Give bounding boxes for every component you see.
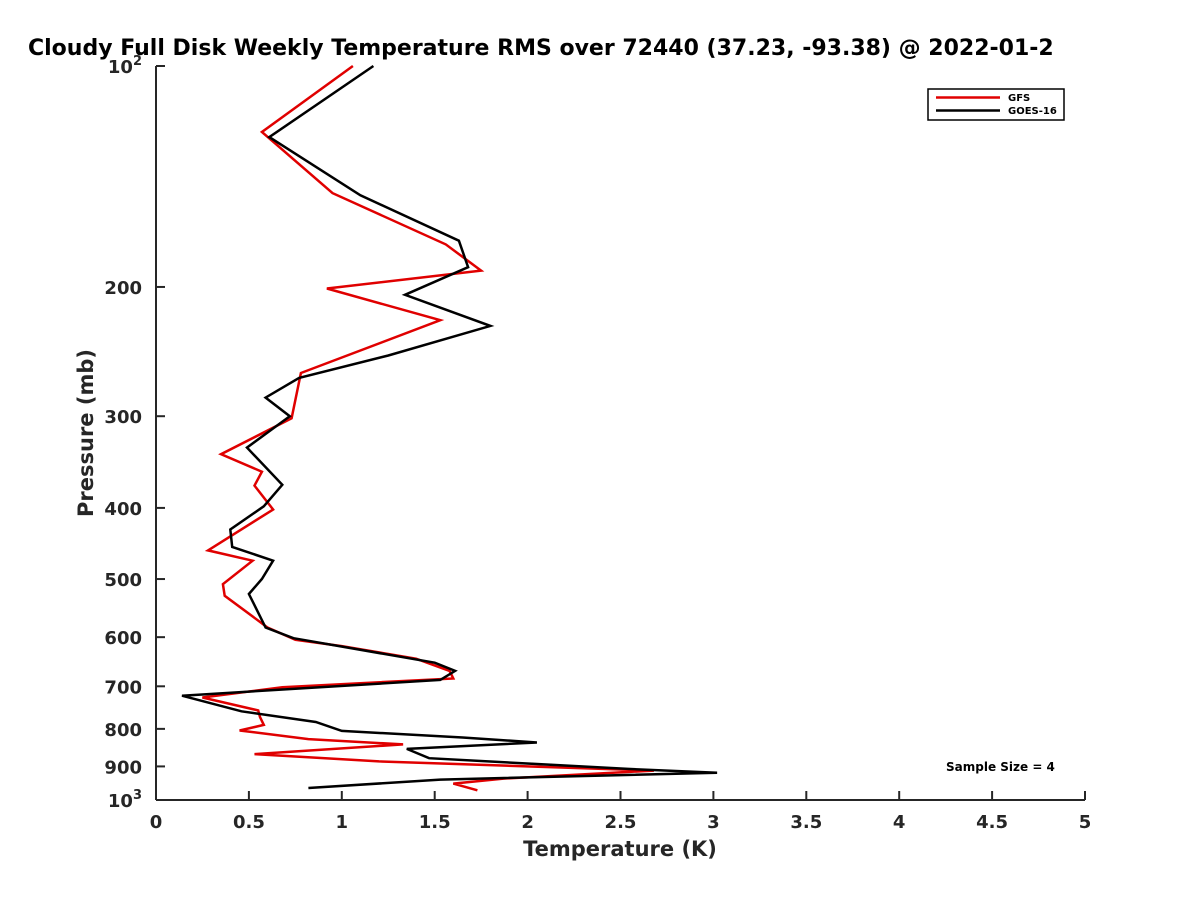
y-tick-label: 900 [104, 757, 142, 778]
series-line-goes-16 [181, 64, 718, 790]
legend-box [927, 88, 1065, 121]
x-tick-label: 3 [707, 812, 720, 833]
ticks-layer: 0 0.5 1 1.5 2 2.5 3 3.5 4 4.5 5 102 200 300 400 500 600 7… [104, 54, 1091, 833]
chart-title: Cloudy Full Disk Weekly Temperature RMS … [28, 36, 1054, 61]
y-tick-label: 300 [104, 407, 142, 428]
y-tick-label: 800 [104, 720, 142, 741]
y-tick-label: 400 [104, 499, 142, 520]
x-tick-label: 2.5 [605, 812, 637, 833]
sample-size-annotation: Sample Size = 4 [946, 760, 1055, 774]
x-tick-label: 4 [893, 812, 906, 833]
legend-label-goes-16: GOES-16 [1008, 106, 1057, 117]
legend: GFS GOES-16 [927, 88, 1065, 121]
x-tick-label: 1 [336, 812, 349, 833]
x-tick-label: 5 [1079, 812, 1092, 833]
x-tick-label: 3.5 [790, 812, 822, 833]
legend-label-gfs: GFS [1008, 93, 1030, 104]
x-tick-label: 4.5 [976, 812, 1008, 833]
y-tick-label: 200 [104, 278, 142, 299]
y-tick-label: 103 [108, 788, 142, 812]
x-tick-label: 0.5 [233, 812, 265, 833]
series-layer [181, 64, 718, 792]
y-axis-label: Pressure (mb) [74, 349, 98, 517]
y-tick-label: 102 [108, 54, 142, 78]
x-tick-label: 1.5 [419, 812, 451, 833]
x-tick-label: 2 [521, 812, 534, 833]
x-axis-label: Temperature (K) [523, 837, 717, 861]
y-tick-label: 600 [104, 628, 142, 649]
y-tick-label: 500 [104, 570, 142, 591]
series-line-gfs [202, 64, 654, 792]
x-tick-label: 0 [150, 812, 163, 833]
y-tick-label: 700 [104, 677, 142, 698]
